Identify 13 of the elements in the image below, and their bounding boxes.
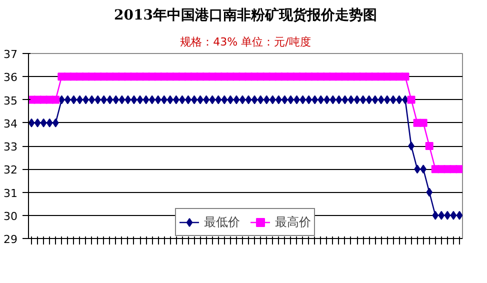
chart-title: 2013年中国港口南非粉矿现货报价走势图 bbox=[114, 6, 377, 24]
chart-subtitle: 规格：43% 单位：元/吨度 bbox=[180, 36, 311, 48]
y-tick-label: 34 bbox=[4, 117, 18, 130]
y-tick-label: 32 bbox=[4, 164, 18, 177]
y-tick-label: 29 bbox=[4, 233, 18, 246]
y-tick-label: 36 bbox=[4, 71, 18, 84]
y-tick-label: 33 bbox=[4, 140, 18, 154]
y-tick-label: 30 bbox=[4, 210, 18, 223]
legend-label: 最低价 bbox=[204, 214, 240, 230]
legend-label: 最高价 bbox=[275, 214, 311, 230]
y-tick-label: 37 bbox=[4, 48, 18, 61]
y-tick-label: 31 bbox=[4, 186, 18, 200]
y-tick-label: 35 bbox=[4, 94, 18, 108]
